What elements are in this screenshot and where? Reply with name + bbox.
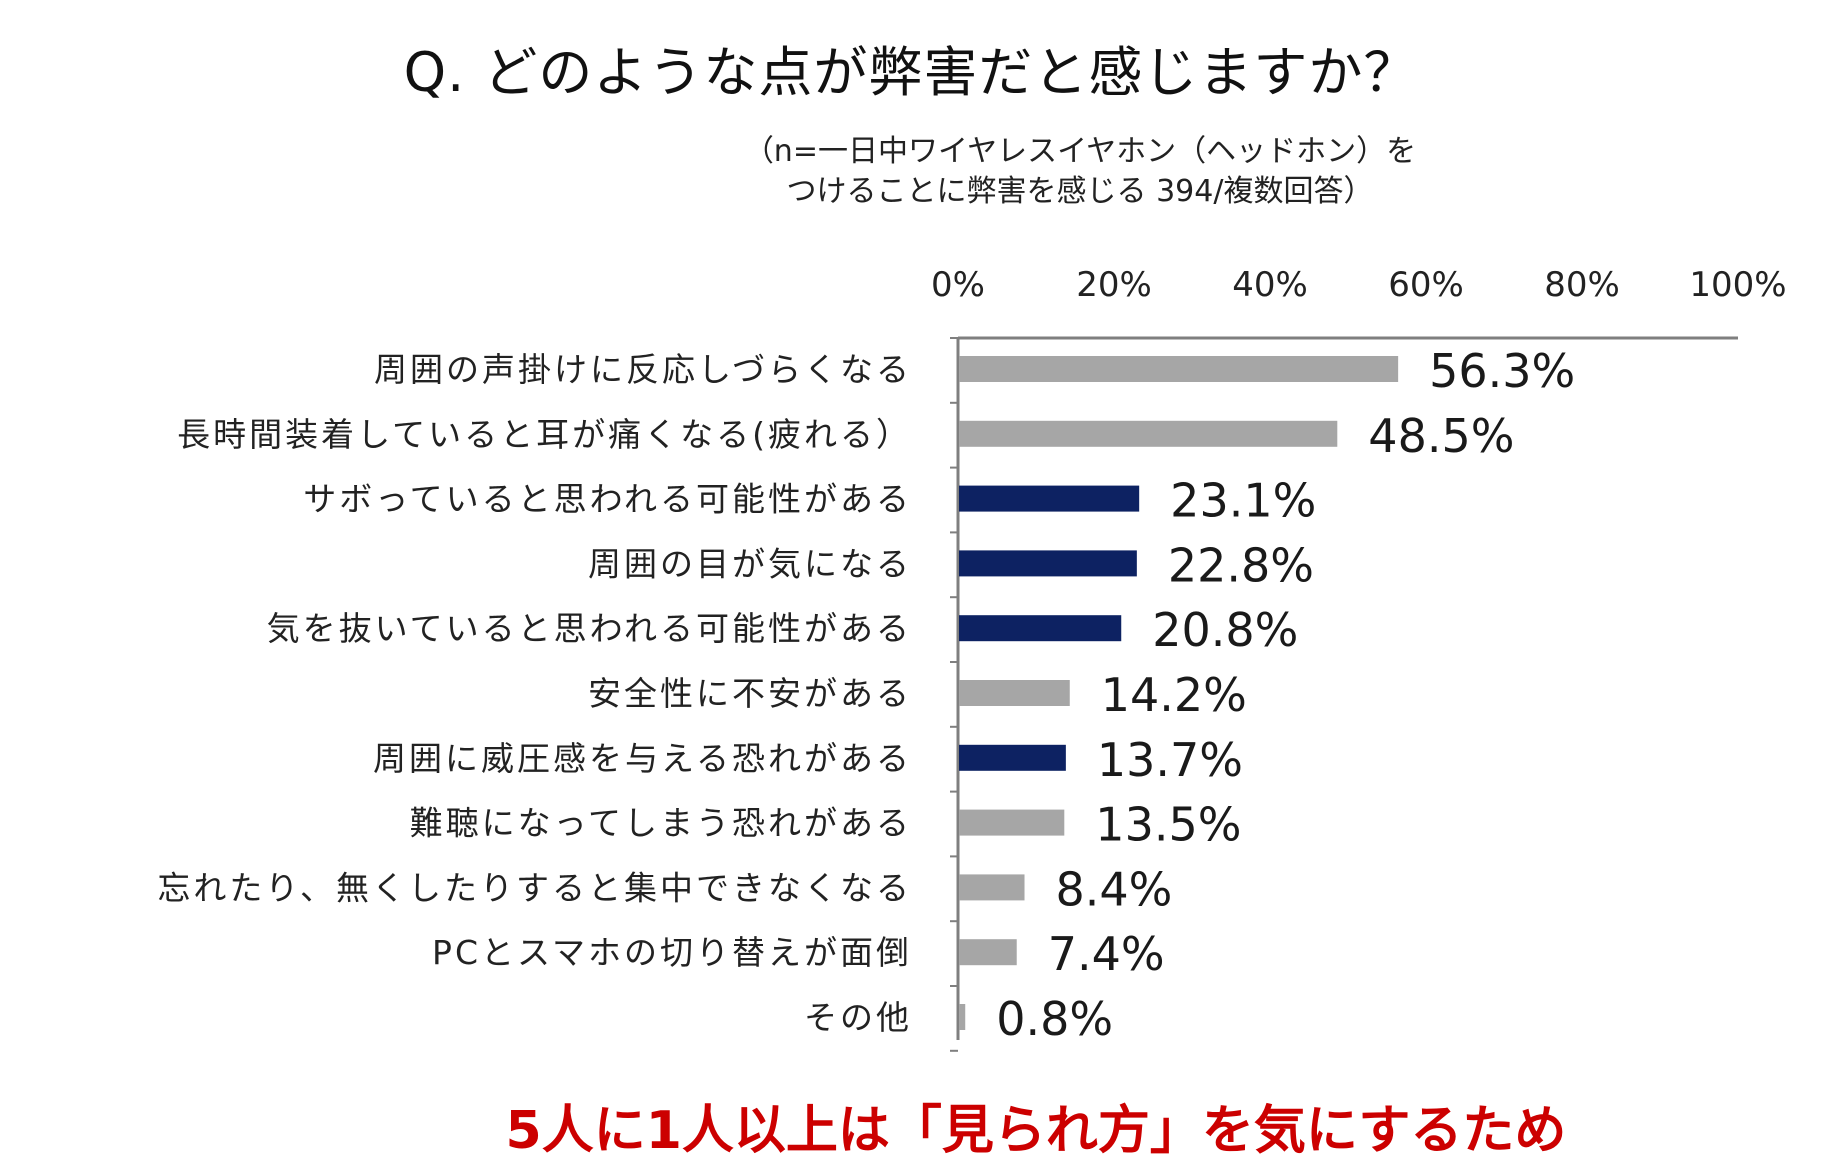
category-label: 気を抜いていると思われる可能性がある <box>267 609 912 648</box>
category-label: 周囲の目が気になる <box>588 544 912 583</box>
bar <box>959 615 1122 642</box>
chart-subtitle: （n=一日中ワイヤレスイヤホン（ヘッドホン）を つけることに弊害を感じる 394… <box>700 132 1460 212</box>
category-label: その他 <box>804 998 912 1037</box>
x-tick-label: 20% <box>1076 265 1152 305</box>
category-label: 長時間装着していると耳が痛くなる(疲れる） <box>177 415 912 454</box>
data-label: 14.2% <box>1101 668 1247 722</box>
x-tick-label: 80% <box>1544 265 1620 305</box>
x-tick-label: 0% <box>931 265 985 305</box>
bar <box>959 809 1065 836</box>
chart-title: Q. どのような点が弊害だと感じますか？ <box>403 41 1419 104</box>
data-label: 22.8% <box>1168 538 1314 592</box>
category-label: 周囲に威圧感を与える恐れがある <box>373 739 912 778</box>
highlight-note: 5人に1人以上は「見られ方」を気にするため <box>505 1101 1567 1161</box>
data-label: 13.7% <box>1097 733 1243 787</box>
category-label: 安全性に不安がある <box>588 674 912 713</box>
bar <box>959 550 1137 577</box>
bar <box>959 939 1017 966</box>
category-label: 周囲の声掛けに反応しづらくなる <box>374 350 912 389</box>
category-label: 忘れたり、無くしたりすると集中できなくなる <box>157 868 912 907</box>
bar <box>959 356 1399 382</box>
subtitle-line-1: （n=一日中ワイヤレスイヤホン（ヘッドホン）を <box>743 134 1417 169</box>
category-label: PCとスマホの切り替えが面倒 <box>432 933 912 972</box>
data-label: 23.1% <box>1170 474 1316 528</box>
bar <box>959 1004 966 1030</box>
category-label: サボっていると思われる可能性がある <box>303 480 912 519</box>
data-label: 48.5% <box>1368 409 1514 463</box>
x-axis-ticks: 0% 20% 40% 60% 80% 100% <box>931 265 1787 305</box>
data-label: 56.3% <box>1429 344 1575 398</box>
subtitle-line-2: つけることに弊害を感じる 394/複数回答） <box>786 174 1374 209</box>
bar <box>959 680 1070 706</box>
x-tick-label: 60% <box>1388 265 1464 305</box>
data-label: 20.8% <box>1152 603 1298 657</box>
axes <box>950 336 1738 1052</box>
bar <box>959 485 1140 512</box>
value-labels: 56.3% 48.5% 23.1% 22.8% 20.8% 14.2% 13.7% 13.5%… <box>996 344 1575 1046</box>
bar <box>959 874 1025 901</box>
data-label: 0.8% <box>996 992 1113 1046</box>
bar <box>959 744 1066 771</box>
bar <box>959 420 1338 447</box>
data-label: 13.5% <box>1095 798 1241 852</box>
x-tick-label: 40% <box>1232 265 1308 305</box>
bars <box>959 356 1399 1030</box>
data-label: 7.4% <box>1048 927 1165 981</box>
category-label: 難聴になってしまう恐れがある <box>410 804 912 843</box>
data-label: 8.4% <box>1056 862 1173 916</box>
x-tick-label: 100% <box>1689 265 1786 305</box>
